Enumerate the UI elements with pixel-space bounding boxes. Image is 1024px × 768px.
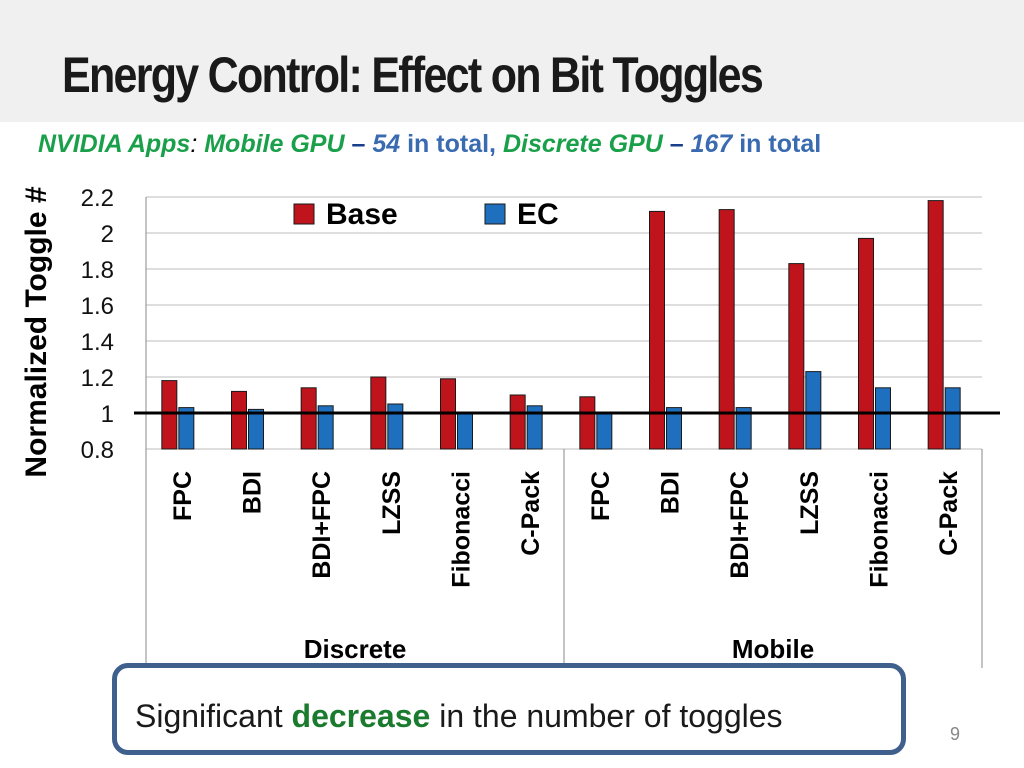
bar-base: [927, 200, 944, 450]
group-label: Discrete: [304, 634, 407, 664]
subtitle-dash-1: –: [351, 130, 366, 158]
x-tick-label: BDI: [657, 471, 685, 514]
x-tick-label: FPC: [169, 471, 197, 521]
bar-base: [161, 380, 178, 450]
bar-ec: [735, 407, 752, 450]
bar-base: [858, 237, 874, 450]
callout-highlight: decrease: [291, 698, 431, 734]
bar-ec: [805, 371, 822, 450]
subtitle-nvidia-apps: NVIDIA Apps: [38, 130, 191, 158]
page-number: 9: [950, 724, 961, 744]
bar-ec: [317, 405, 334, 450]
bar-base: [649, 210, 665, 450]
x-tick-label: BDI+FPC: [308, 471, 336, 579]
y-tick-labels: 0.8 1 1.2 1.4 1.6 1.8 2 2.2: [81, 185, 114, 464]
y-axis-label: Normalized Toggle #: [20, 186, 53, 477]
legend-label-ec: EC: [517, 198, 559, 231]
bars: [134, 200, 1000, 450]
group-labels: Discrete Mobile: [304, 449, 814, 668]
x-tick-label: LZSS: [378, 471, 406, 535]
legend: Base EC: [293, 198, 559, 231]
legend-swatch-base: [293, 203, 315, 225]
x-tick-label: BDI+FPC: [726, 471, 754, 579]
bar-chart: Normalized Toggle # 0.8 1 1.2 1.4 1.6 1.8 2 2.2…: [20, 185, 1000, 668]
bar-ec: [457, 412, 473, 450]
group-label: Mobile: [732, 634, 814, 664]
legend-swatch-ec: [484, 203, 506, 225]
subtitle-colon: :: [190, 130, 198, 158]
bar-ec: [666, 407, 682, 450]
x-tick-label: C-Pack: [935, 471, 963, 556]
subtitle-discrete-gpu: Discrete GPU: [502, 130, 663, 158]
bar-ec: [875, 387, 891, 450]
callout-text-before: Significant: [135, 698, 292, 734]
callout-box: Significant decrease in the number of to…: [112, 663, 906, 755]
subtitle-dash-2: –: [669, 130, 684, 158]
x-tick-label: FPC: [587, 471, 615, 521]
subtitle: NVIDIA Apps: Mobile GPU – 54 in total, D…: [38, 130, 821, 159]
y-tick-label: 1.4: [81, 329, 114, 356]
y-tick-label: 0.8: [81, 437, 114, 464]
bar-base: [509, 394, 526, 450]
y-tick-label: 2.2: [81, 185, 114, 212]
x-tick-label: Fibonacci: [866, 471, 894, 588]
bar-ec: [248, 408, 264, 450]
subtitle-in-total-1: in total,: [407, 130, 496, 158]
callout-text-after: in the number of toggles: [430, 698, 783, 734]
callout-text: Significant decrease in the number of to…: [135, 698, 783, 735]
bar-base: [300, 387, 317, 450]
subtitle-mobile-count: 54: [372, 130, 401, 158]
y-tick-label: 1: [101, 401, 114, 428]
x-tick-labels: FPC BDI BDI+FPC LZSS Fibonacci C-Pack FPC BDI BD…: [169, 471, 963, 588]
legend-label-base: Base: [326, 198, 398, 231]
x-tick-label: Fibonacci: [448, 471, 476, 588]
y-tick-label: 1.8: [81, 257, 114, 284]
bar-ec: [944, 387, 961, 450]
bar-base: [579, 396, 596, 450]
y-tick-label: 2: [101, 221, 114, 248]
slide-title: Energy Control: Effect on Bit Toggles: [62, 47, 764, 103]
bar-base: [718, 209, 735, 450]
header-band: [0, 0, 1024, 122]
bar-ec: [178, 407, 195, 450]
bar-ec: [596, 412, 613, 450]
subtitle-mobile-gpu: Mobile GPU: [204, 130, 345, 158]
x-tick-label: C-Pack: [517, 471, 545, 556]
y-tick-label: 1.2: [81, 365, 114, 392]
bar-ec: [387, 403, 404, 450]
bar-ec: [526, 405, 543, 450]
x-tick-label: BDI: [239, 471, 267, 514]
y-tick-label: 1.6: [81, 293, 114, 320]
x-tick-label: LZSS: [796, 471, 824, 535]
subtitle-in-total-2: in total: [739, 130, 822, 158]
subtitle-discrete-count: 167: [690, 130, 733, 158]
bar-base: [231, 390, 247, 450]
bar-base: [788, 263, 805, 450]
